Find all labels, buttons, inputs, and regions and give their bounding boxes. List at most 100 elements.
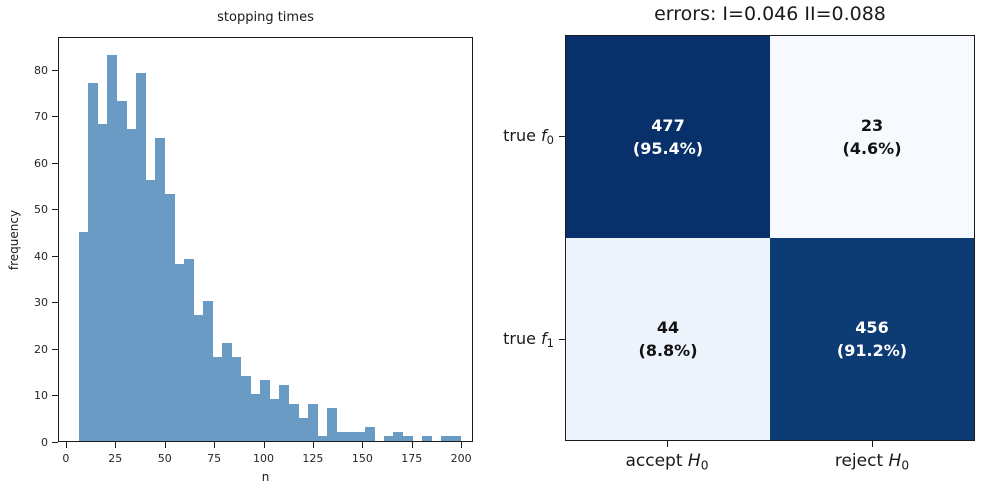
matrix-cell-r1c0: 44 (8.8%) xyxy=(566,238,770,440)
matrix-cell-percentage: (4.6%) xyxy=(842,139,902,158)
histogram-x-axis-label: n xyxy=(261,470,270,484)
histogram-bar xyxy=(345,431,356,441)
x-tick xyxy=(214,442,216,448)
confusion-matrix-title: errors: I=0.046 II=0.088 xyxy=(654,3,886,25)
histogram-bar xyxy=(383,436,394,441)
col-label-text: accept xyxy=(625,451,688,471)
x-tick xyxy=(164,442,166,448)
row-label-symbol: f xyxy=(541,329,547,348)
histogram-bar xyxy=(97,124,108,441)
histogram-bar xyxy=(355,431,366,441)
matrix-cell-percentage: (91.2%) xyxy=(836,341,908,360)
histogram-bar xyxy=(307,403,318,441)
col-label-subscript: 0 xyxy=(901,458,910,473)
x-tick-label: 0 xyxy=(62,452,70,465)
y-tick xyxy=(52,442,58,443)
y-tick-label: 80 xyxy=(34,63,48,77)
confusion-matrix-grid: 477 (95.4%) 23 (4.6%) 44 (8.8%) 456 (91.2%) xyxy=(565,35,975,441)
histogram-bar xyxy=(221,343,232,441)
row-label-true-f1: true f1 xyxy=(424,329,554,350)
y-tick xyxy=(52,348,58,350)
y-tick xyxy=(52,116,58,118)
y-tick-label: 50 xyxy=(34,203,48,217)
histogram-bar xyxy=(126,129,137,441)
y-tick-label: 0 xyxy=(41,436,48,449)
matrix-cell-r0c1: 23 (4.6%) xyxy=(770,36,974,238)
histogram-bar xyxy=(450,436,461,441)
histogram-bar xyxy=(193,315,204,441)
x-tick-label: 150 xyxy=(351,452,373,465)
histogram-bar xyxy=(269,399,280,441)
row-tick xyxy=(559,339,565,340)
histogram-bar xyxy=(250,394,261,441)
histogram-bar xyxy=(402,436,413,441)
row-label-symbol: f xyxy=(541,126,547,145)
x-tick xyxy=(115,442,117,448)
histogram-bar xyxy=(441,436,452,441)
matrix-cell-r1c1: 456 (91.2%) xyxy=(770,238,974,440)
histogram-title: stopping times xyxy=(217,10,314,25)
histogram-bar xyxy=(202,301,213,441)
matrix-cell-count: 456 xyxy=(855,317,889,337)
col-label-accept-h0: accept H0 xyxy=(562,451,772,472)
x-tick-label: 175 xyxy=(401,452,423,465)
histogram-bars xyxy=(59,38,472,441)
histogram-bar xyxy=(212,357,223,441)
y-tick-label: 10 xyxy=(34,389,48,403)
y-tick-label: 40 xyxy=(34,249,48,263)
y-tick xyxy=(52,69,58,71)
row-label-text: true xyxy=(503,126,542,145)
histogram-bar xyxy=(183,259,194,441)
histogram-bar xyxy=(326,408,337,441)
col-label-symbol: H xyxy=(888,451,902,471)
x-tick-label: 75 xyxy=(207,452,222,465)
row-label-text: true xyxy=(503,329,542,348)
x-tick-label: 50 xyxy=(157,452,172,465)
col-tick xyxy=(872,441,873,447)
y-tick-label: 20 xyxy=(34,342,48,356)
matrix-cell-percentage: (8.8%) xyxy=(638,341,698,360)
col-label-subscript: 0 xyxy=(700,458,709,473)
histogram-bar xyxy=(145,180,156,441)
col-tick xyxy=(667,441,668,447)
histogram-bar xyxy=(107,54,118,441)
row-label-subscript: 1 xyxy=(546,336,554,351)
histogram-bar xyxy=(317,436,328,441)
histogram-plot-area xyxy=(58,37,473,442)
histogram-bar xyxy=(135,73,146,441)
x-tick xyxy=(411,442,413,448)
x-tick-label: 25 xyxy=(108,452,123,465)
histogram-bar xyxy=(88,82,99,441)
histogram-bar xyxy=(240,375,251,441)
histogram-bar xyxy=(298,417,309,441)
y-tick xyxy=(52,395,58,397)
matrix-cell-count: 23 xyxy=(860,115,884,135)
histogram-bar xyxy=(393,431,404,441)
matrix-cell-percentage: (95.4%) xyxy=(632,139,704,158)
x-tick-label: 125 xyxy=(302,452,324,465)
x-tick xyxy=(263,442,265,448)
col-label-reject-h0: reject H0 xyxy=(767,451,977,472)
histogram-bar xyxy=(116,101,127,441)
col-label-symbol: H xyxy=(687,451,701,471)
x-tick xyxy=(461,442,463,448)
y-tick xyxy=(52,302,58,304)
histogram-bar xyxy=(164,194,175,441)
histogram-bar xyxy=(288,403,299,441)
matrix-cell-r0c0: 477 (95.4%) xyxy=(566,36,770,238)
x-tick-label: 100 xyxy=(253,452,275,465)
histogram-bar xyxy=(259,380,270,441)
row-label-subscript: 0 xyxy=(546,133,554,148)
histogram-bar xyxy=(174,264,185,441)
y-tick xyxy=(52,162,58,164)
histogram-bar xyxy=(364,427,375,441)
histogram-bar xyxy=(336,431,347,441)
row-label-true-f0: true f0 xyxy=(424,126,554,147)
matrix-cell-count: 477 xyxy=(651,115,685,135)
x-tick xyxy=(362,442,364,448)
histogram-bar xyxy=(231,357,242,441)
y-tick-label: 70 xyxy=(34,110,48,124)
histogram-bar xyxy=(422,436,433,441)
matrix-cell-count: 44 xyxy=(656,317,680,337)
